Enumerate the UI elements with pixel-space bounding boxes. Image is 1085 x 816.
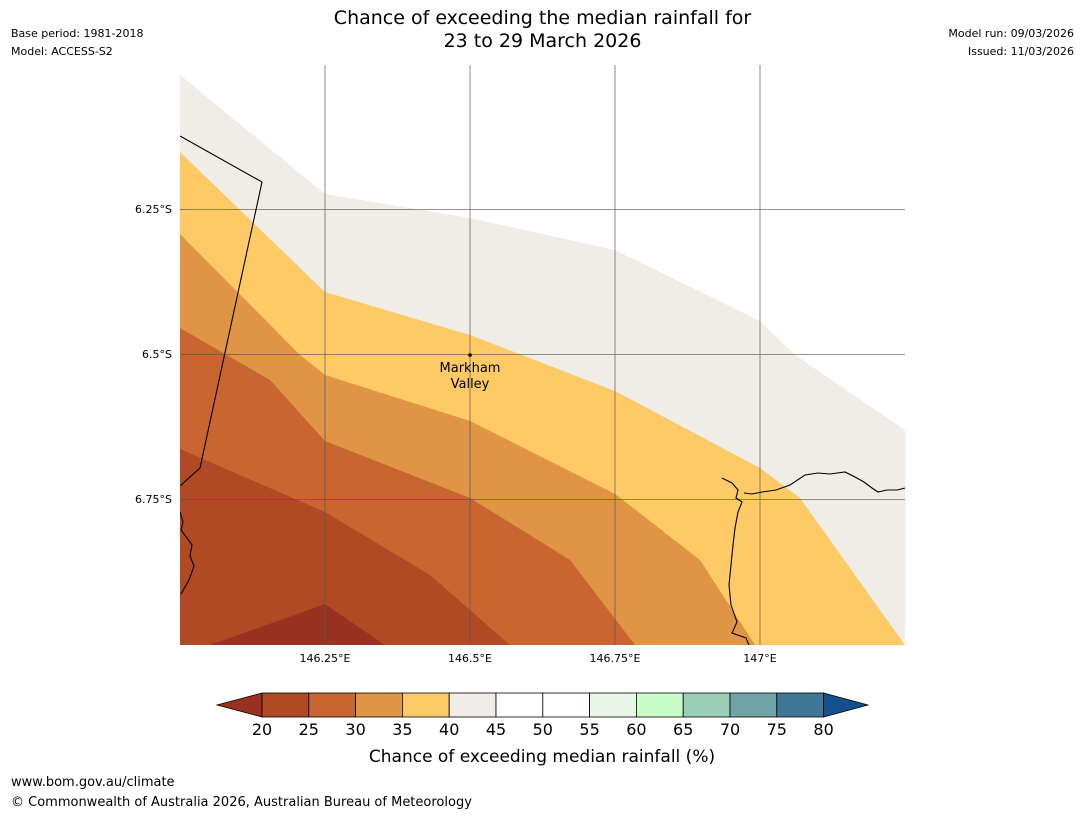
colorbar-ticks: 20 25 30 35 40 45 50 55 60 65 70 75 80 <box>252 720 834 739</box>
colorbar-tick-label: 40 <box>439 720 459 739</box>
colorbar-tick-label: 20 <box>252 720 272 739</box>
lat-label: 6.75°S <box>135 493 172 506</box>
colorbar-segment <box>448 692 497 718</box>
title-line-2: 23 to 29 March 2026 <box>443 30 642 52</box>
colorbar-tick-label: 45 <box>486 720 506 739</box>
lon-label: 146.75°E <box>590 652 641 665</box>
model-run-text: Model run: 09/03/2026 <box>948 27 1074 40</box>
colorbar-tick-label: 55 <box>579 720 599 739</box>
probability-bands <box>180 75 905 645</box>
lat-label: 6.5°S <box>142 348 172 361</box>
colorbar-low-extension <box>215 692 263 718</box>
header-right: Model run: 09/03/2026 Issued: 11/03/2026 <box>948 25 1074 61</box>
colorbar-segment <box>308 692 356 718</box>
footer-copyright: © Commonwealth of Australia 2026, Austra… <box>11 795 472 810</box>
colorbar-segment <box>495 692 544 718</box>
colorbar-segment <box>589 692 637 718</box>
lon-labels: 146.25°E 146.5°E 146.75°E 147°E <box>300 652 777 665</box>
colorbar-segment <box>355 692 403 718</box>
colorbar-label: Chance of exceeding median rainfall (%) <box>369 747 715 767</box>
colorbar-tick-label: 75 <box>767 720 787 739</box>
colorbar-segment <box>636 692 684 718</box>
model-text: Model: ACCESS-S2 <box>11 45 113 58</box>
colorbar-segment <box>261 692 310 718</box>
gridlines <box>180 65 905 645</box>
lon-label: 147°E <box>743 652 776 665</box>
colorbar-tick-label: 70 <box>720 720 740 739</box>
colorbar-segment <box>542 692 590 718</box>
colorbar <box>215 692 870 718</box>
colorbar-segment <box>682 692 731 718</box>
coastlines <box>180 135 905 645</box>
colorbar-tick-label: 65 <box>673 720 693 739</box>
footer-url: www.bom.gov.au/climate <box>11 775 175 790</box>
colorbar-segment <box>729 692 778 718</box>
lon-label: 146.25°E <box>300 652 351 665</box>
place-label-line2: Valley <box>451 377 490 392</box>
colorbar-tick-label: 35 <box>392 720 412 739</box>
colorbar-segment <box>401 692 450 718</box>
lat-label: 6.25°S <box>135 203 172 216</box>
colorbar-tick-label: 25 <box>299 720 319 739</box>
lon-label: 146.5°E <box>448 652 492 665</box>
colorbar-segment <box>776 692 824 718</box>
band-20-25 <box>180 449 510 645</box>
markham-valley-marker <box>468 353 472 357</box>
huon-gulf-coastline <box>721 477 750 645</box>
lat-labels: 6.25°S 6.5°S 6.75°S <box>135 203 172 506</box>
colorbar-tick-label: 60 <box>626 720 646 739</box>
colorbar-high-extension <box>823 692 870 718</box>
province-boundary <box>180 135 263 487</box>
band-below-20 <box>210 604 385 645</box>
issued-text: Issued: 11/03/2026 <box>967 45 1074 58</box>
north-coastline <box>743 471 905 495</box>
title-line-1: Chance of exceeding the median rainfall … <box>333 7 752 29</box>
header-left: Base period: 1981-2018 Model: ACCESS-S2 <box>11 25 143 61</box>
base-period-text: Base period: 1981-2018 <box>11 27 144 40</box>
colorbar-tick-label: 50 <box>533 720 553 739</box>
colorbar-tick-label: 80 <box>813 720 833 739</box>
place-label-line1: Markham <box>440 361 501 376</box>
colorbar-tick-label: 30 <box>345 720 365 739</box>
map-title: Chance of exceeding the median rainfall … <box>0 7 1085 53</box>
west-coastline <box>180 511 195 595</box>
